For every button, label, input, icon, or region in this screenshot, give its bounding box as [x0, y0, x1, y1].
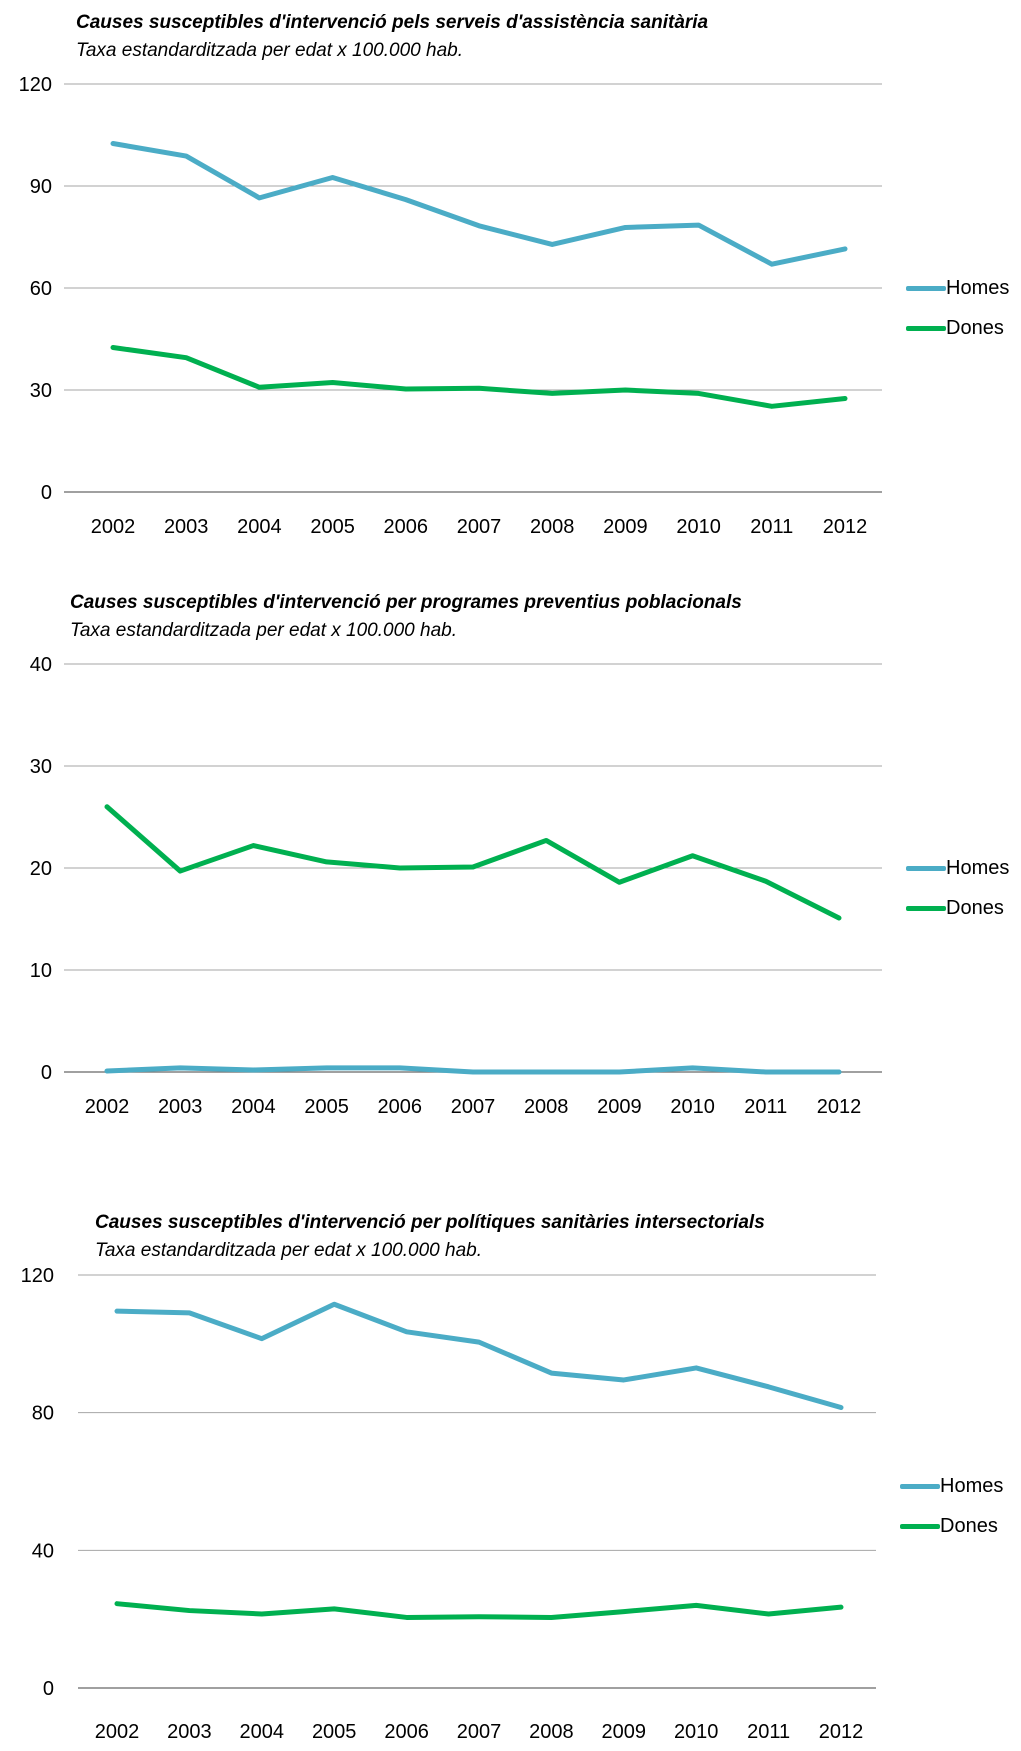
- x-tick-label: 2010: [670, 1096, 715, 1118]
- chart-title: Causes susceptibles d'intervenció pels s…: [76, 12, 709, 33]
- x-tick-label: 2012: [817, 1096, 862, 1118]
- y-tick-label: 90: [30, 176, 52, 198]
- x-tick-label: 2010: [674, 1721, 719, 1743]
- x-tick-label: 2007: [457, 516, 502, 538]
- y-tick-label: 30: [30, 380, 52, 402]
- x-tick-label: 2007: [451, 1096, 496, 1118]
- legend-label-homes: Homes: [940, 1474, 1004, 1497]
- x-tick-label: 2006: [384, 516, 429, 538]
- series-line-homes: [110, 141, 848, 267]
- y-tick-label: 30: [30, 756, 52, 778]
- x-tick-label: 2008: [524, 1096, 569, 1118]
- x-tick-label: 2008: [530, 516, 575, 538]
- chart-assistencia-sanitaria: Causes susceptibles d'intervenció pels s…: [0, 0, 1021, 540]
- y-tick-label: 20: [30, 858, 52, 880]
- chart-subtitle: Taxa estandarditzada per edat x 100.000 …: [70, 620, 457, 641]
- chart-title: Causes susceptibles d'intervenció per po…: [95, 1212, 765, 1233]
- x-tick-label: 2006: [384, 1721, 429, 1743]
- y-tick-label: 10: [30, 960, 52, 982]
- x-tick-label: 2012: [819, 1721, 864, 1743]
- x-tick-label: 2009: [603, 516, 648, 538]
- x-tick-label: 2004: [240, 1721, 285, 1743]
- y-tick-label: 40: [32, 1540, 54, 1562]
- series-line-dones: [110, 345, 848, 409]
- x-tick-label: 2011: [744, 1096, 787, 1118]
- legend-item-dones: Dones: [906, 888, 1009, 928]
- legend-item-homes: Homes: [900, 1466, 1003, 1506]
- legend-swatch-dones: [900, 1523, 940, 1529]
- y-tick-label: 60: [30, 278, 52, 300]
- x-tick-label: 2008: [529, 1721, 574, 1743]
- chart-legend: Homes Dones: [900, 1466, 1003, 1546]
- chart-subtitle: Taxa estandarditzada per edat x 100.000 …: [76, 40, 463, 61]
- x-tick-label: 2002: [95, 1721, 140, 1743]
- legend-label-dones: Dones: [946, 316, 1004, 339]
- x-tick-label: 2005: [310, 516, 355, 538]
- chart-title: Causes susceptibles d'intervenció per pr…: [70, 592, 742, 613]
- legend-item-dones: Dones: [900, 1506, 1003, 1546]
- y-tick-label: 0: [43, 1678, 54, 1700]
- legend-label-dones: Dones: [940, 1514, 998, 1537]
- x-tick-label: 2009: [602, 1721, 647, 1743]
- legend-swatch-homes: [906, 865, 946, 871]
- legend-swatch-dones: [906, 325, 946, 331]
- legend-label-homes: Homes: [946, 276, 1010, 299]
- y-tick-label: 0: [41, 1062, 52, 1084]
- y-tick-label: 40: [30, 654, 52, 676]
- x-tick-label: 2003: [158, 1096, 203, 1118]
- legend-item-homes: Homes: [906, 848, 1009, 888]
- y-tick-label: 0: [41, 482, 52, 504]
- legend-item-dones: Dones: [906, 308, 1009, 348]
- x-tick-label: 2003: [167, 1721, 212, 1743]
- y-tick-label: 120: [19, 74, 52, 96]
- chart-legend: Homes Dones: [906, 268, 1009, 348]
- x-tick-label: 2003: [164, 516, 209, 538]
- chart-plot: 0 10 20 30 40 2002 2003 2004 2005 2006 2007 2008 200…: [30, 654, 882, 1118]
- series-line-homes: [114, 1301, 844, 1411]
- x-tick-label: 2004: [231, 1096, 276, 1118]
- x-tick-label: 2005: [304, 1096, 349, 1118]
- x-tick-label: 2011: [747, 1721, 790, 1743]
- x-tick-label: 2010: [676, 516, 721, 538]
- legend-swatch-dones: [906, 905, 946, 911]
- series-line-homes: [104, 1065, 842, 1075]
- chart-politiques-intersectorials: Causes susceptibles d'intervenció per po…: [0, 1200, 1021, 1751]
- x-tick-label: 2002: [85, 1096, 130, 1118]
- series-line-dones: [104, 804, 842, 921]
- chart-legend: Homes Dones: [906, 848, 1009, 928]
- y-tick-label: 120: [21, 1265, 54, 1287]
- x-tick-label: 2012: [823, 516, 868, 538]
- series-line-dones: [114, 1601, 844, 1620]
- x-tick-label: 2005: [312, 1721, 357, 1743]
- chart-programes-preventius: Causes susceptibles d'intervenció per pr…: [0, 580, 1021, 1120]
- chart-plot: 0 40 80 120 2002 2003 2004 2005 2006 2007 2008 2009…: [21, 1265, 876, 1743]
- x-tick-label: 2002: [91, 516, 136, 538]
- y-tick-label: 80: [32, 1403, 54, 1425]
- legend-swatch-homes: [906, 285, 946, 291]
- legend-label-homes: Homes: [946, 856, 1010, 879]
- legend-item-homes: Homes: [906, 268, 1009, 308]
- chart-subtitle: Taxa estandarditzada per edat x 100.000 …: [95, 1240, 482, 1261]
- legend-swatch-homes: [900, 1483, 940, 1489]
- x-tick-label: 2009: [597, 1096, 642, 1118]
- legend-label-dones: Dones: [946, 896, 1004, 919]
- chart-plot: 0 30 60 90 120 2002 2003 2004 2005 2006 2007 2008 20…: [19, 74, 882, 538]
- x-tick-label: 2011: [750, 516, 793, 538]
- x-tick-label: 2004: [237, 516, 282, 538]
- x-tick-label: 2007: [457, 1721, 502, 1743]
- x-tick-label: 2006: [378, 1096, 423, 1118]
